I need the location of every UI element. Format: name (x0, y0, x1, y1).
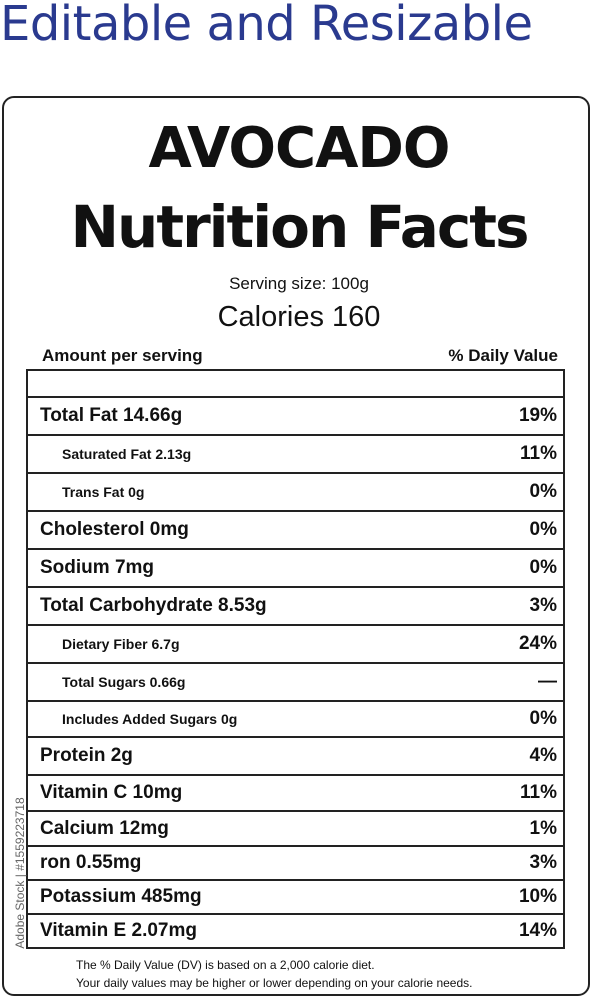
footnote-line-1: The % Daily Value (DV) is based on a 2,0… (76, 958, 375, 972)
table-row: Sodium 7mg 0% (28, 550, 563, 588)
watermark-text: Adobe Stock | #1559223718 (13, 797, 27, 949)
nutrient-label: Vitamin C 10mg (40, 782, 183, 803)
nutrient-label: Potassium 485mg (40, 886, 202, 907)
table-row: Protein 2g 4% (28, 738, 563, 776)
calories: Calories 160 (217, 301, 381, 333)
table-row: Total Sugars 0.66g — (28, 664, 563, 702)
nutrient-label: Total Fat 14.66g (40, 405, 183, 426)
nutrient-label: Cholesterol 0mg (40, 519, 189, 540)
nutrient-daily-value: 1% (529, 817, 557, 839)
nutrient-table: Total Fat 14.66g 19% Saturated Fat 2.13g… (26, 369, 565, 949)
table-row: Trans Fat 0g 0% (28, 474, 563, 512)
nutrient-label: Saturated Fat 2.13g (62, 446, 192, 462)
nutrient-daily-value: 0% (529, 481, 557, 502)
nutrient-label: Total Carbohydrate 8.53g (40, 595, 267, 616)
nutrient-label: ron 0.55mg (40, 852, 142, 873)
nutrient-daily-value: 11% (520, 782, 557, 803)
nutrient-label: Protein 2g (40, 745, 133, 766)
nutrient-daily-value: 10% (518, 886, 557, 907)
footnote: The % Daily Value (DV) is based on a 2,0… (76, 956, 472, 992)
nutrient-daily-value: 24% (518, 633, 557, 654)
nutrient-daily-value: 11% (520, 443, 557, 464)
table-row: Total Fat 14.66g 19% (28, 398, 563, 436)
table-row: Includes Added Sugars 0g 0% (28, 702, 563, 738)
nutrient-label: Dietary Fiber 6.7g (62, 636, 180, 652)
nutrient-daily-value: 0% (529, 519, 557, 540)
table-row: Dietary Fiber 6.7g 24% (28, 626, 563, 664)
amount-per-serving-header: Amount per serving (42, 346, 203, 365)
table-row: ron 0.55mg 3% (28, 847, 563, 881)
table-top-spacer (28, 371, 563, 398)
nutrient-label: Calcium 12mg (40, 817, 169, 839)
footnote-line-2: Your daily values may be higher or lower… (76, 976, 473, 990)
table-row: Potassium 485mg 10% (28, 881, 563, 915)
table-row: Calcium 12mg 1% (28, 812, 563, 847)
nutrient-label: Vitamin E 2.07mg (40, 920, 197, 941)
stock-watermark: Adobe Stock | #1559223718 (12, 758, 28, 988)
nutrient-daily-value: 4% (529, 745, 557, 766)
nutrient-label: Sodium 7mg (40, 557, 155, 578)
nutrition-facts-title: Nutrition Facts (70, 193, 530, 261)
nutrient-label: Includes Added Sugars 0g (62, 711, 238, 727)
nutrient-daily-value: 3% (529, 852, 557, 873)
table-row: Total Carbohydrate 8.53g 3% (28, 588, 563, 626)
table-row: Vitamin E 2.07mg 14% (28, 915, 563, 947)
nutrient-label: Trans Fat 0g (62, 484, 145, 500)
nutrient-daily-value: 3% (529, 595, 557, 616)
serving-size: Serving size: 100g (229, 274, 369, 293)
table-row: Cholesterol 0mg 0% (28, 512, 563, 550)
nutrient-daily-value: 0% (529, 708, 557, 729)
nutrient-daily-value: 14% (518, 920, 557, 941)
nutrient-daily-value: 19% (518, 405, 557, 426)
nutrient-daily-value: 0% (529, 557, 557, 578)
nutrient-label: Total Sugars 0.66g (62, 674, 186, 690)
table-row: Saturated Fat 2.13g 11% (28, 436, 563, 474)
nutrient-daily-value: — (538, 671, 557, 692)
table-row: Vitamin C 10mg 11% (28, 776, 563, 812)
product-title: AVOCADO (148, 116, 450, 181)
daily-value-header: % Daily Value (448, 346, 558, 365)
banner-heading: Editable and Resizable (0, 0, 533, 52)
